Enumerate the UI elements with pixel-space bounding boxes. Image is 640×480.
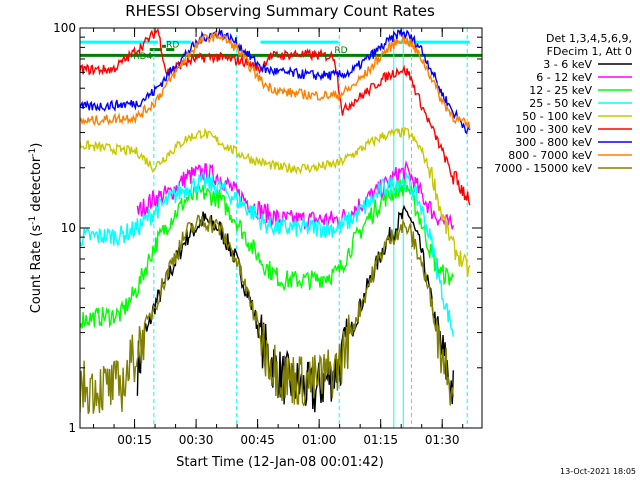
legend-label-1: 6 - 12 keV	[536, 71, 592, 84]
y-axis-label: Count Rate (s-1 detector-1)	[28, 143, 44, 314]
x-tick-label-5: 01:30	[425, 433, 460, 447]
chart-title: RHESSI Observing Summary Count Rates	[125, 2, 435, 20]
x-tick-label-3: 01:00	[302, 433, 337, 447]
timestamp: 13-Oct-2021 18:05	[560, 467, 636, 476]
series-line-0	[136, 204, 454, 413]
legend-header-line-1: Det 1,3,4,5,6,9,	[546, 32, 632, 45]
y-tick-label-1: 10	[61, 221, 76, 235]
legend-header-line-2: FDecim 1, Att 0	[547, 45, 632, 58]
legend: Det 1,3,4,5,6,9, FDecim 1, Att 0 3 - 6 k…	[494, 32, 632, 175]
legend-label-8: 7000 - 15000 keV	[494, 162, 592, 175]
series-line-7	[80, 28, 471, 130]
annotation-label-2: RD	[334, 46, 347, 56]
y-axis-ticks: 1 10 100	[53, 21, 482, 435]
series-line-6	[80, 28, 471, 135]
y-axis-label-superscript-2: -1	[28, 148, 38, 157]
annotation-label-0: RD4	[133, 52, 152, 62]
y-axis-label-close: )	[29, 143, 44, 148]
x-tick-label-0: 00:15	[117, 433, 152, 447]
y-tick-label-0: 1	[68, 421, 76, 435]
y-axis-label-superscript: -1	[28, 216, 38, 225]
x-tick-label-4: 01:15	[363, 433, 398, 447]
y-axis-label-tail: detector	[29, 156, 44, 216]
plot-area: RD4 RD RD	[80, 28, 482, 428]
y-axis-label-main: Count Rate (s	[29, 225, 44, 314]
legend-label-5: 100 - 300 keV	[515, 123, 592, 136]
annotation-layer: RD4 RD RD	[133, 40, 347, 62]
x-axis-label: Start Time (12-Jan-08 00:01:42)	[176, 455, 384, 470]
series-line-5	[80, 28, 471, 206]
series-line-8	[80, 214, 454, 415]
x-tick-label-1: 00:30	[179, 433, 214, 447]
series-line-2	[80, 178, 454, 329]
legend-label-0: 3 - 6 keV	[543, 58, 592, 71]
annotation-label-1: RD	[166, 40, 179, 50]
x-tick-label-2: 00:45	[240, 433, 275, 447]
legend-label-2: 12 - 25 keV	[529, 84, 592, 97]
y-tick-label-2: 100	[53, 21, 76, 35]
series-line-4	[80, 126, 471, 278]
legend-label-6: 300 - 800 keV	[515, 136, 592, 149]
legend-label-3: 25 - 50 keV	[529, 97, 592, 110]
x-axis-ticks: 00:15 00:30 00:45 01:00 01:15 01:30	[93, 28, 464, 447]
series-layer	[80, 28, 471, 415]
legend-label-4: 50 - 100 keV	[522, 110, 592, 123]
legend-label-7: 800 - 7000 keV	[508, 149, 592, 162]
series-line-3	[80, 171, 454, 337]
